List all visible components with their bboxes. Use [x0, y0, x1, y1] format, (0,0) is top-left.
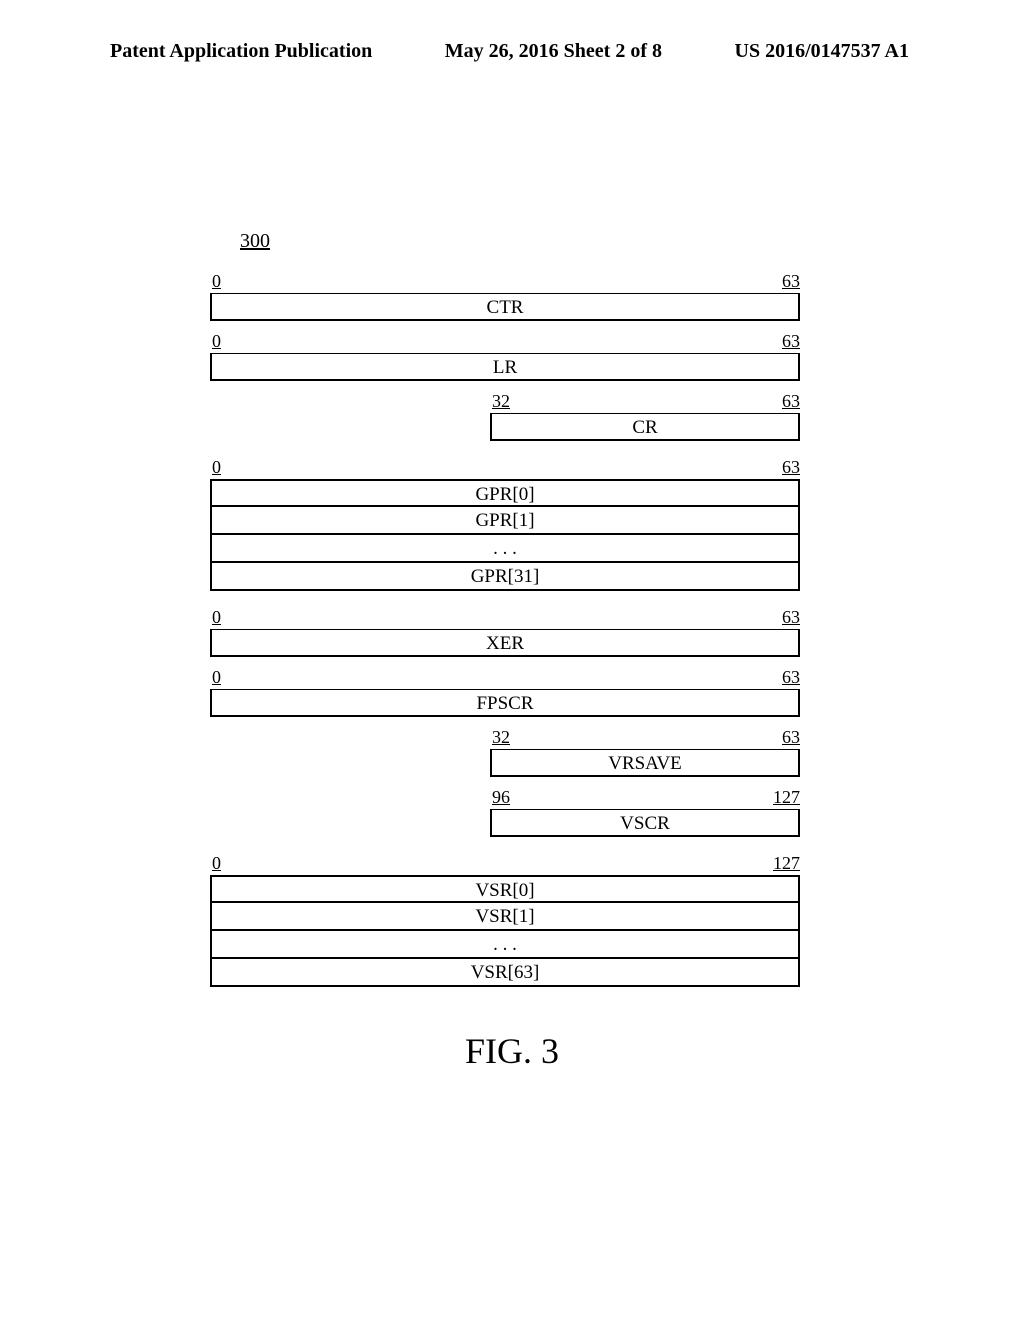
reg-vsr-row: VSR[0]: [210, 875, 800, 903]
bit-end: 63: [782, 727, 800, 748]
bit-labels: 0 63: [210, 607, 800, 629]
bit-labels: 0 127: [210, 853, 800, 875]
figure-reference-number: 300: [240, 230, 800, 253]
bit-labels: 32 63: [210, 727, 800, 749]
reg-xer-block: 0 63 XER: [210, 607, 800, 657]
reg-vscr: VSCR: [490, 809, 800, 837]
bit-end: 63: [782, 331, 800, 352]
reg-vsr-row: . . .: [210, 931, 800, 959]
reg-vsr-row: VSR[1]: [210, 903, 800, 931]
bit-end: 63: [782, 667, 800, 688]
bit-start: 0: [212, 271, 221, 292]
vsr-table: VSR[0] VSR[1] . . . VSR[63]: [210, 875, 800, 987]
reg-vsr-row: VSR[63]: [210, 959, 800, 987]
reg-gpr-block: 0 63 GPR[0] GPR[1] . . . GPR[31]: [210, 457, 800, 591]
reg-gpr-row: GPR[1]: [210, 507, 800, 535]
reg-xer: XER: [210, 629, 800, 657]
bit-start: 96: [492, 787, 510, 808]
bit-end: 63: [782, 457, 800, 478]
bit-end: 63: [782, 391, 800, 412]
bit-end: 127: [773, 787, 800, 808]
reg-vscr-block: 96 127 VSCR: [210, 787, 800, 837]
bit-start: 0: [212, 607, 221, 628]
bit-start: 32: [492, 727, 510, 748]
bit-start: 0: [212, 331, 221, 352]
bit-labels: 0 63: [210, 667, 800, 689]
gpr-table: GPR[0] GPR[1] . . . GPR[31]: [210, 479, 800, 591]
register-diagram: 300 0 63 CTR 0 63 LR 32 63 CR: [210, 230, 800, 997]
reg-cr-block: 32 63 CR: [210, 391, 800, 441]
reg-gpr-row: . . .: [210, 535, 800, 563]
reg-cr: CR: [490, 413, 800, 441]
bit-end: 127: [773, 853, 800, 874]
bit-labels: 0 63: [210, 331, 800, 353]
bit-start: 32: [492, 391, 510, 412]
reg-ctr: CTR: [210, 293, 800, 321]
bit-labels: 96 127: [210, 787, 800, 809]
bit-labels: 32 63: [210, 391, 800, 413]
bit-labels: 0 63: [210, 271, 800, 293]
bit-end: 63: [782, 271, 800, 292]
reg-lr-block: 0 63 LR: [210, 331, 800, 381]
reg-vrsave-block: 32 63 VRSAVE: [210, 727, 800, 777]
figure-caption: FIG. 3: [0, 1030, 1024, 1072]
reg-vrsave: VRSAVE: [490, 749, 800, 777]
reg-ctr-block: 0 63 CTR: [210, 271, 800, 321]
header-left: Patent Application Publication: [110, 40, 372, 63]
reg-fpscr-block: 0 63 FPSCR: [210, 667, 800, 717]
header-right: US 2016/0147537 A1: [735, 40, 909, 63]
page: Patent Application Publication May 26, 2…: [0, 0, 1024, 1320]
reg-gpr-row: GPR[0]: [210, 479, 800, 507]
bit-start: 0: [212, 457, 221, 478]
page-header: Patent Application Publication May 26, 2…: [0, 40, 1024, 63]
bit-end: 63: [782, 607, 800, 628]
reg-lr: LR: [210, 353, 800, 381]
header-center: May 26, 2016 Sheet 2 of 8: [445, 40, 662, 63]
bit-start: 0: [212, 853, 221, 874]
reg-gpr-row: GPR[31]: [210, 563, 800, 591]
reg-vsr-block: 0 127 VSR[0] VSR[1] . . . VSR[63]: [210, 853, 800, 987]
reg-fpscr: FPSCR: [210, 689, 800, 717]
bit-labels: 0 63: [210, 457, 800, 479]
bit-start: 0: [212, 667, 221, 688]
